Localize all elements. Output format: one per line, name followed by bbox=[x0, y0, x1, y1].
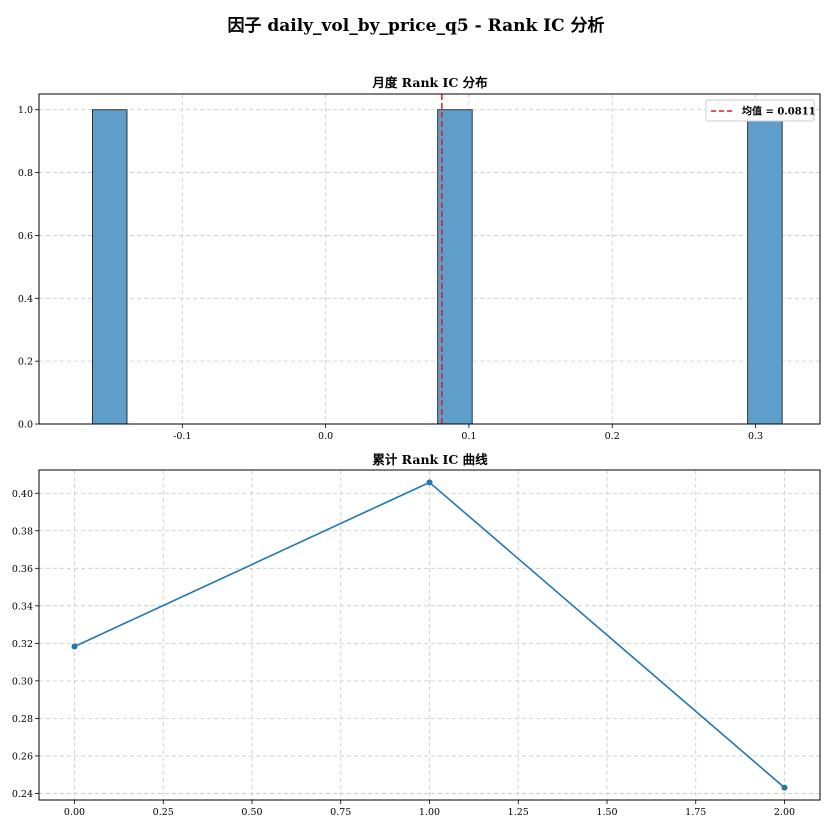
cumulative-y-tick-label: 0.26 bbox=[12, 751, 33, 762]
cumulative-y-tick-label: 0.38 bbox=[12, 526, 33, 537]
cumulative-line-panel: 累计 Rank IC 曲线 0.00 0.25 0.50 0.75 1.00 1.25 1.… bbox=[12, 452, 821, 818]
cumulative-x-tick-label: 1.50 bbox=[596, 807, 617, 818]
legend-box bbox=[705, 99, 815, 122]
cumulative-x-tick-label: 0.50 bbox=[241, 807, 262, 818]
cumulative-y-ticks: 0.24 0.26 0.28 0.30 0.32 0.34 0.36 0.38 0.40 bbox=[12, 489, 39, 800]
cumulative-title: 累计 Rank IC 曲线 bbox=[372, 452, 488, 467]
histogram-x-tick-label: 0.3 bbox=[748, 431, 763, 442]
cumulative-ic-point bbox=[781, 784, 788, 791]
cumulative-x-tick-label: 0.75 bbox=[330, 807, 351, 818]
histogram-y-tick-label: 0.4 bbox=[18, 294, 33, 305]
histogram-y-tick-label: 1.0 bbox=[18, 105, 33, 116]
histogram-bars bbox=[92, 109, 783, 425]
cumulative-x-tick-label: 1.25 bbox=[508, 807, 529, 818]
histogram-y-tick-label: 0.0 bbox=[18, 420, 33, 431]
cumulative-x-tick-label: 0.00 bbox=[64, 807, 85, 818]
histogram-legend: 均值 = 0.0811 bbox=[705, 99, 816, 122]
cumulative-series bbox=[71, 479, 788, 791]
cumulative-ic-point bbox=[426, 479, 433, 486]
figure-suptitle: 因子 daily_vol_by_price_q5 - Rank IC 分析 bbox=[227, 15, 604, 36]
histogram-bar bbox=[747, 109, 783, 425]
cumulative-y-tick-label: 0.34 bbox=[12, 601, 33, 612]
histogram-y-tick-label: 0.8 bbox=[18, 168, 33, 179]
legend-mean-label: 均值 = 0.0811 bbox=[742, 105, 816, 118]
histogram-panel: 月度 Rank IC 分布 -0.1 0.0 0.1 0.2 0.3 0.0 0.2 0.4… bbox=[18, 75, 821, 442]
cumulative-y-tick-label: 0.36 bbox=[12, 564, 33, 575]
histogram-x-tick-label: -0.1 bbox=[173, 431, 191, 442]
cumulative-x-tick-label: 1.75 bbox=[685, 807, 706, 818]
cumulative-x-tick-label: 0.25 bbox=[153, 807, 174, 818]
cumulative-y-tick-label: 0.30 bbox=[12, 676, 33, 687]
histogram-axes-frame bbox=[38, 93, 821, 425]
histogram-x-tick-label: 0.1 bbox=[461, 431, 476, 442]
cumulative-y-tick-label: 0.28 bbox=[12, 714, 33, 725]
histogram-grid bbox=[39, 94, 820, 425]
histogram-x-tick-label: 0.2 bbox=[605, 431, 620, 442]
histogram-x-tick-label: 0.0 bbox=[318, 431, 333, 442]
histogram-x-ticks: -0.1 0.0 0.1 0.2 0.3 bbox=[173, 424, 763, 442]
cumulative-grid bbox=[39, 470, 820, 800]
histogram-bar bbox=[92, 109, 128, 425]
histogram-bar bbox=[437, 109, 473, 425]
histogram-y-tick-label: 0.6 bbox=[18, 231, 33, 242]
cumulative-x-tick-label: 1.00 bbox=[419, 807, 440, 818]
cumulative-x-tick-label: 2.00 bbox=[774, 807, 795, 818]
cumulative-y-tick-label: 0.40 bbox=[12, 489, 33, 500]
cumulative-y-tick-label: 0.24 bbox=[12, 789, 33, 800]
cumulative-ic-point bbox=[71, 643, 78, 650]
histogram-y-tick-label: 0.2 bbox=[18, 357, 33, 368]
cumulative-y-tick-label: 0.32 bbox=[12, 639, 33, 650]
histogram-title: 月度 Rank IC 分布 bbox=[371, 75, 488, 90]
cumulative-x-ticks: 0.00 0.25 0.50 0.75 1.00 1.25 1.50 1.75 2.00 bbox=[64, 800, 795, 818]
histogram-y-ticks: 0.0 0.2 0.4 0.6 0.8 1.0 bbox=[18, 105, 39, 431]
